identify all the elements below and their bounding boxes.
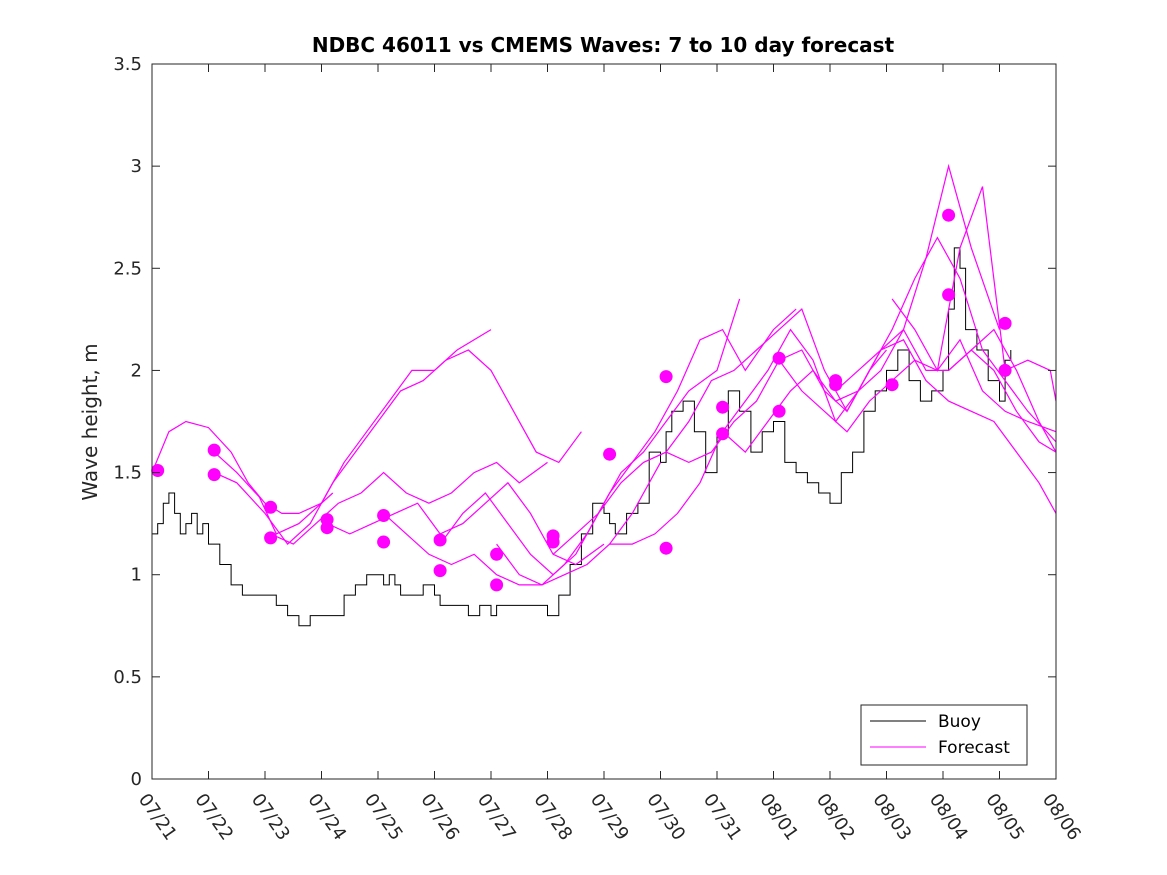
- forecast-line-14: [835, 339, 1057, 514]
- forecast-marker-5: [264, 531, 278, 545]
- forecast-marker-1: [151, 464, 165, 477]
- forecast-marker-12: [490, 547, 504, 561]
- y-tick-label: 0: [131, 769, 142, 790]
- forecast-marker-26: [942, 288, 956, 302]
- forecast-marker-19: [716, 427, 730, 441]
- forecast-marker-27: [942, 208, 956, 222]
- y-tick-label: 0.5: [113, 667, 142, 688]
- y-tick-label: 2.5: [113, 258, 142, 279]
- forecast-line-10: [609, 163, 1001, 545]
- y-tick-label: 3: [131, 156, 142, 177]
- y-axis: 0 0.5 1 1.5 2 2.5 3 3.5: [113, 54, 1056, 790]
- forecast-marker-28: [998, 363, 1012, 377]
- forecast-marker-11: [433, 564, 447, 578]
- legend-box: [860, 704, 1028, 766]
- forecast-line-1: [151, 420, 334, 515]
- forecast-marker-7: [320, 521, 334, 535]
- forecast-marker-16: [603, 447, 617, 461]
- forecast-marker-18: [659, 370, 673, 384]
- forecast-line-3: [213, 349, 582, 545]
- forecast-marker-17: [659, 541, 673, 555]
- forecast-markers: [151, 208, 1012, 592]
- forecast-marker-2: [207, 443, 221, 457]
- y-tick-label: 2: [131, 360, 142, 381]
- forecast-marker-24: [829, 374, 843, 388]
- forecast-marker-25: [885, 378, 899, 392]
- legend-forecast-label: Forecast: [938, 738, 1010, 758]
- forecast-marker-8: [377, 509, 391, 522]
- legend: Buoy Forecast: [860, 704, 1028, 766]
- forecast-line-16: [948, 328, 1057, 453]
- legend-buoy-label: Buoy: [938, 712, 981, 732]
- forecast-marker-20: [716, 400, 730, 414]
- forecast-marker-10: [433, 533, 447, 547]
- y-tick-label: 1: [131, 565, 142, 586]
- buoy-line: [152, 247, 1012, 627]
- y-tick-label: 3.5: [113, 54, 142, 75]
- chart-title: NDBC 46011 vs CMEMS Waves: 7 to 10 day f…: [312, 33, 895, 57]
- forecast-line-15: [891, 186, 1057, 402]
- forecast-marker-13: [490, 578, 504, 592]
- forecast-marker-3: [207, 468, 221, 482]
- y-axis-label: Wave height, m: [78, 343, 102, 500]
- forecast-marker-22: [772, 351, 786, 365]
- forecast-marker-4: [264, 500, 278, 514]
- forecast-line-4: [270, 461, 548, 545]
- forecast-marker-29: [998, 316, 1012, 330]
- forecast-marker-15: [546, 535, 560, 549]
- forecast-marker-21: [772, 404, 786, 418]
- y-tick-label: 1.5: [113, 463, 142, 484]
- forecast-marker-9: [377, 535, 391, 549]
